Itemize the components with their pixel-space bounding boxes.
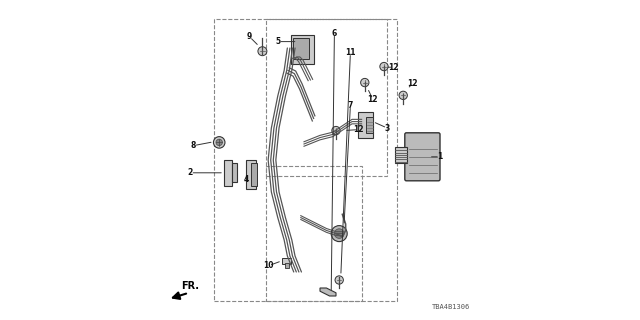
Bar <box>292 38 308 59</box>
Text: 7: 7 <box>348 101 353 110</box>
Text: 1: 1 <box>437 152 443 161</box>
Text: 3: 3 <box>385 124 390 132</box>
Text: 12: 12 <box>408 79 418 88</box>
Text: 4: 4 <box>244 175 249 184</box>
Text: 12: 12 <box>367 95 378 104</box>
Polygon shape <box>320 288 336 296</box>
Bar <box>214 19 397 301</box>
Bar <box>246 160 256 189</box>
Bar <box>285 263 289 268</box>
Text: 8: 8 <box>191 141 196 150</box>
Text: 5: 5 <box>276 37 281 46</box>
Bar <box>396 147 408 163</box>
Text: 12: 12 <box>353 125 364 134</box>
Circle shape <box>380 62 388 71</box>
Text: 2: 2 <box>188 168 193 177</box>
Text: TBA4B1306: TBA4B1306 <box>432 304 470 310</box>
Circle shape <box>214 137 225 148</box>
Circle shape <box>332 126 340 135</box>
Bar <box>291 35 314 64</box>
Bar <box>282 258 291 264</box>
Text: 11: 11 <box>345 48 356 57</box>
Text: FR.: FR. <box>181 281 199 291</box>
Bar <box>224 160 232 186</box>
Bar <box>232 163 237 182</box>
FancyBboxPatch shape <box>405 133 440 181</box>
Circle shape <box>399 91 408 100</box>
Bar <box>358 112 372 138</box>
Circle shape <box>216 139 223 146</box>
Bar <box>266 19 387 176</box>
Circle shape <box>361 78 369 87</box>
Text: 9: 9 <box>247 32 252 41</box>
Circle shape <box>335 229 344 238</box>
Bar <box>266 166 362 301</box>
Circle shape <box>335 276 344 284</box>
Bar <box>366 117 374 133</box>
Text: 6: 6 <box>332 29 337 38</box>
Circle shape <box>332 226 348 242</box>
Text: 12: 12 <box>388 63 399 72</box>
Circle shape <box>258 47 267 56</box>
Text: 10: 10 <box>264 261 274 270</box>
Bar <box>251 163 257 186</box>
